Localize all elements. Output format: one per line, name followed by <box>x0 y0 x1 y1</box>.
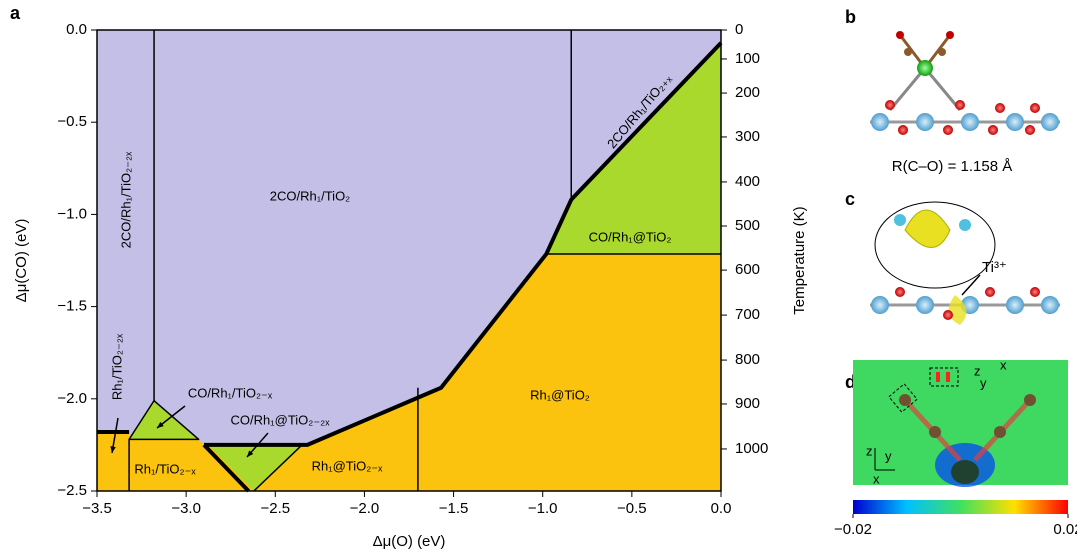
y-tick-label: −2.0 <box>57 390 87 407</box>
phase-boundary <box>202 443 250 493</box>
colorbar-tick-label: 0.02 <box>1053 521 1077 538</box>
phase-region <box>207 444 303 491</box>
x-tick-label: −2.0 <box>350 500 380 517</box>
arrow-head <box>247 450 254 457</box>
caption: R(C–O) = 1.158 Å <box>892 158 1012 175</box>
x-tick-label: −2.5 <box>260 500 290 517</box>
region-label: CO/Rh₁/TiO₂₋ₓ <box>188 385 273 400</box>
arrow-head <box>110 446 116 453</box>
x-tick-label: 0.0 <box>711 500 732 517</box>
panel-b-structure: b R(C–O) = 1.158 Å <box>845 7 1060 175</box>
y2-axis-label: Temperature (K) <box>791 206 808 314</box>
colorbar-tick-label: −0.02 <box>834 521 872 538</box>
panel-d-map: d z x y z y x <box>845 357 1068 514</box>
panel-label: d <box>845 372 856 392</box>
y-tick-label: −2.5 <box>57 482 87 499</box>
x-axis-label: Δμ(O) (eV) <box>373 533 446 550</box>
x-tick-label: −1.0 <box>528 500 558 517</box>
y2-tick-label: 400 <box>735 173 760 190</box>
y-tick-label: −0.5 <box>57 113 87 130</box>
panel-label: b <box>845 7 856 27</box>
y-tick-label: −1.5 <box>57 298 87 315</box>
x-tick-label: −0.5 <box>617 500 647 517</box>
y2-tick-label: 1000 <box>735 440 768 457</box>
axis-letter: x <box>1000 357 1007 372</box>
axis-letter: z <box>866 443 873 458</box>
panel-label: c <box>845 189 855 209</box>
phase-region <box>546 42 721 255</box>
y2-tick-label: 300 <box>735 128 760 145</box>
y2-tick-label: 0 <box>735 21 743 38</box>
x-tick-label: −3.5 <box>82 500 112 517</box>
phase-region <box>97 30 721 445</box>
region-label: 2CO/Rh₁/TiO₂ <box>270 188 350 203</box>
phase-diagram <box>97 30 723 493</box>
phase-boundary <box>128 399 200 491</box>
x-tick-label: −3.0 <box>171 500 201 517</box>
phase-region <box>129 400 199 440</box>
axis-letter: z <box>974 363 981 378</box>
annotation: Ti³⁺ <box>982 259 1007 276</box>
plot-frame <box>96 29 722 492</box>
y-tick-label: −1.0 <box>57 205 87 222</box>
axis-letter: y <box>980 375 987 390</box>
y2-tick-label: 100 <box>735 50 760 67</box>
y2-tick-label: 900 <box>735 395 760 412</box>
axis-letter: x <box>873 471 880 486</box>
region-label: CO/Rh₁@TiO₂₋₂ₓ <box>231 412 331 427</box>
phase-boundary <box>253 444 303 492</box>
y2-tick-label: 200 <box>735 84 760 101</box>
region-label: 2CO/Rh₁/TiO₂₋₂ₓ <box>118 151 133 248</box>
region-label: Rh₁@TiO₂₋ₓ <box>312 458 384 473</box>
y-axis-label: Δμ(CO) (eV) <box>13 219 30 303</box>
colorbar <box>853 500 1068 514</box>
y2-tick-label: 700 <box>735 306 760 323</box>
region-label: CO/Rh₁@TiO₂ <box>589 229 672 244</box>
x-tick-label: −1.5 <box>439 500 469 517</box>
region-label: Rh₁/TiO₂₋₂ₓ <box>109 333 124 400</box>
phase-boundary <box>203 41 723 447</box>
region-label: Rh₁/TiO₂₋ₓ <box>134 461 196 476</box>
region-label: Rh₁@TiO₂ <box>530 387 590 402</box>
y2-tick-label: 500 <box>735 217 760 234</box>
y2-tick-label: 800 <box>735 351 760 368</box>
y-tick-label: 0.0 <box>66 21 87 38</box>
panel-c-structure: c Ti³⁺ <box>845 189 1060 325</box>
y2-tick-label: 600 <box>735 261 760 278</box>
panel-label: a <box>10 3 21 23</box>
axis-letter: y <box>885 448 892 463</box>
arrow-head <box>157 421 164 428</box>
